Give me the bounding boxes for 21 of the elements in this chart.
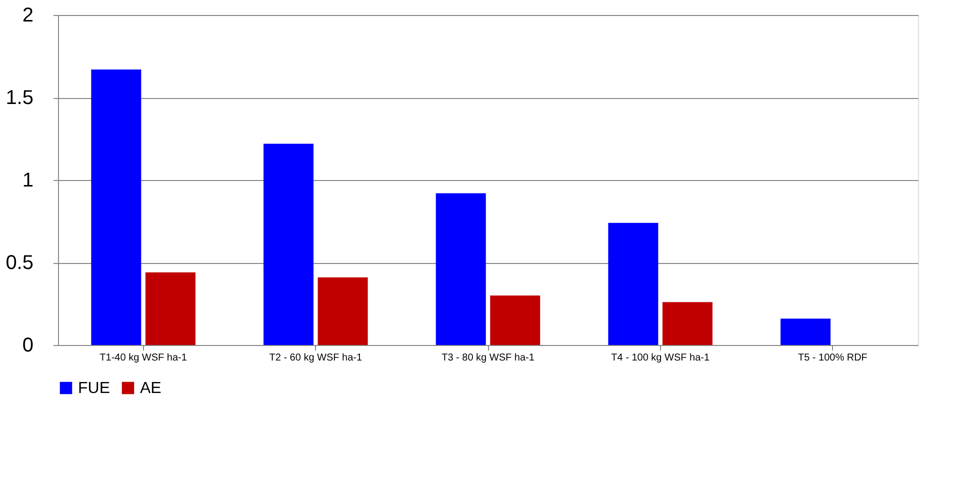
bar [264, 144, 314, 345]
legend-label: FUE [78, 380, 110, 397]
legend-label: AE [140, 380, 162, 397]
bar [608, 222, 658, 345]
x-tick-label: T5 - 100% RDF [798, 352, 868, 364]
y-tick-label: 1 [22, 170, 34, 192]
x-tick-label: T2 - 60 kg WSF ha-1 [269, 352, 362, 364]
bar [662, 302, 712, 345]
bar [780, 318, 831, 345]
x-tick-label: T3 - 80 kg WSF ha-1 [442, 352, 535, 364]
bar [318, 277, 368, 345]
x-tick-label: T1-40 kg WSF ha-1 [100, 352, 188, 364]
y-tick-label: 0.5 [6, 252, 34, 274]
y-tick-label: 0 [22, 334, 34, 356]
bar [490, 296, 540, 345]
bar [91, 69, 142, 345]
bar [436, 193, 486, 345]
bar [145, 272, 196, 345]
y-tick-label: 1.5 [6, 87, 34, 109]
x-tick-label: T4 - 100 kg WSF ha-1 [611, 352, 710, 364]
y-tick-label: 2 [22, 4, 34, 26]
